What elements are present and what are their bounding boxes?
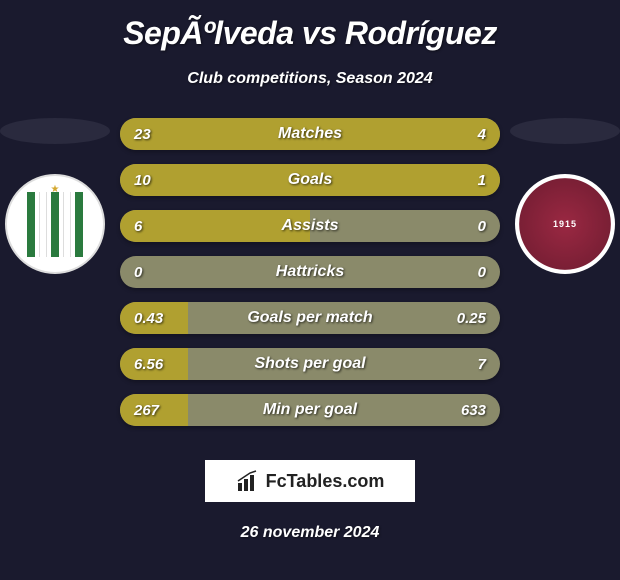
stat-value-left: 23 <box>134 126 151 143</box>
stat-label: Matches <box>278 125 342 143</box>
stat-label: Hattricks <box>276 263 344 281</box>
stat-value-right: 1 <box>478 172 486 189</box>
star-icon: ★ <box>51 184 60 195</box>
content-row: ★ 23Matches410Goals16Assists00Hattricks0… <box>0 118 620 440</box>
stat-row: 0.43 Goals per match 0.25 <box>120 302 500 334</box>
stat-value-left: 10 <box>134 172 151 189</box>
right-side: 1915 <box>510 118 620 274</box>
left-side: ★ <box>0 118 110 274</box>
stat-label: Shots per goal <box>254 355 365 373</box>
stat-value-right: 4 <box>478 126 486 143</box>
stat-value-right: 633 <box>461 402 486 419</box>
stats-column: 23 Matches 4 10 Goals 1 6 Assists 0 0 Hattricks 0 0.… <box>120 118 500 440</box>
stat-value-left: 0.43 <box>134 310 163 327</box>
badge-right-text: 1915 <box>553 219 577 229</box>
stat-row: 6 Assists 0 <box>120 210 500 242</box>
stat-label: Min per goal <box>263 401 357 419</box>
stat-row: 10 Goals 1 <box>120 164 500 196</box>
stat-fill-left <box>120 118 394 150</box>
left-club-badge: ★ <box>5 174 105 274</box>
stat-value-left: 267 <box>134 402 159 419</box>
stat-fill-left <box>120 164 416 196</box>
stat-row: 267 Min per goal 633 <box>120 394 500 426</box>
stat-value-right: 0 <box>478 218 486 235</box>
stat-row: 6.56 Shots per goal 7 <box>120 348 500 380</box>
chart-icon <box>236 469 260 493</box>
stat-value-right: 0.25 <box>457 310 486 327</box>
stat-value-right: 7 <box>478 356 486 373</box>
stat-value-left: 6 <box>134 218 142 235</box>
stat-value-right: 0 <box>478 264 486 281</box>
stat-value-left: 0 <box>134 264 142 281</box>
logo-text: FcTables.com <box>266 471 385 492</box>
date-text: 26 november 2024 <box>0 524 620 542</box>
subtitle: Club competitions, Season 2024 <box>0 70 620 88</box>
stat-value-left: 6.56 <box>134 356 163 373</box>
badge-stripes <box>27 192 83 257</box>
stat-label: Assists <box>282 217 339 235</box>
left-platform <box>0 118 110 144</box>
stat-fill-right <box>416 164 500 196</box>
stat-row: 23 Matches 4 <box>120 118 500 150</box>
stat-label: Goals <box>288 171 332 189</box>
right-club-badge: 1915 <box>515 174 615 274</box>
page-title: SepÃºlveda vs Rodríguez <box>0 15 620 52</box>
stat-label: Goals per match <box>247 309 372 327</box>
comparison-card: SepÃºlveda vs Rodríguez Club competition… <box>0 0 620 580</box>
stat-row: 0 Hattricks 0 <box>120 256 500 288</box>
source-logo: FcTables.com <box>205 460 415 502</box>
right-platform <box>510 118 620 144</box>
